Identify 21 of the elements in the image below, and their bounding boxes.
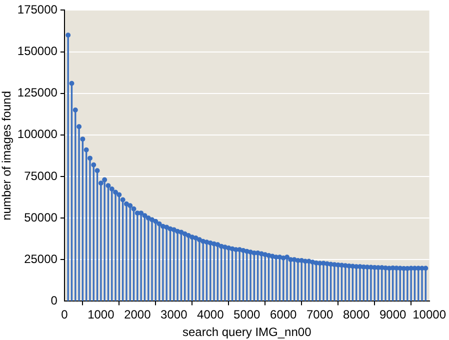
y-tick-label: 175000 [17,2,58,17]
x-tick-label: 7000 [306,308,334,322]
x-axis-title: search query IMG_nn00 [182,325,312,340]
y-tick-label: 150000 [17,44,58,58]
y-axis-title: number of images found [0,90,14,220]
x-tick-label: 1000 [88,308,115,322]
x-tick-label: 6000 [270,308,298,322]
x-tick-label: 4000 [197,308,224,322]
y-tick-label: 125000 [17,86,58,100]
x-tick-label: 0 [61,308,68,322]
y-tick-label: 0 [50,294,58,308]
x-tick-label: 2000 [124,308,152,322]
x-tick-label: 10000 [412,308,446,322]
x-tick-label: 5000 [234,308,261,322]
y-tick-label: 75000 [24,168,58,183]
y-tick-label: 50000 [24,210,58,224]
x-tick-label: 3000 [160,308,188,322]
y-tick-label: 25000 [24,252,58,266]
y-tick-label: 100000 [17,127,58,142]
x-tick-label: 8000 [342,308,370,322]
x-tick-label: 9000 [379,308,406,322]
